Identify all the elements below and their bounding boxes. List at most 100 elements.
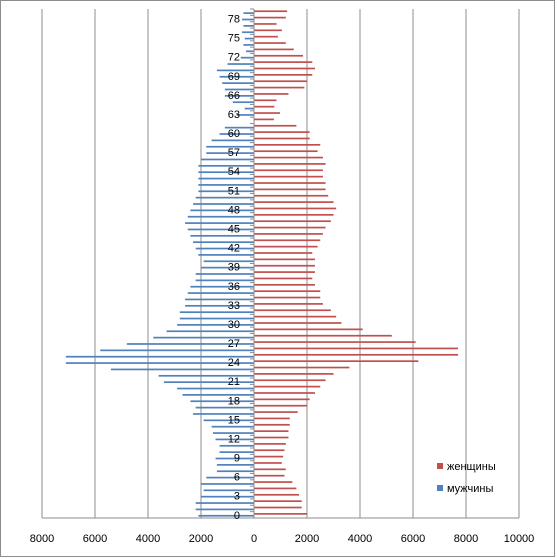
bar-men (242, 31, 254, 34)
bar-men (224, 88, 254, 91)
x-tick-label: 6000 (401, 533, 425, 545)
bar-men (187, 215, 254, 218)
y-tick-label: 39 (228, 262, 240, 274)
y-tick-label: 42 (228, 243, 240, 255)
y-tick-label: 6 (234, 472, 240, 484)
bar-women (254, 169, 323, 172)
bar-men (166, 330, 254, 333)
bar-women (254, 430, 289, 433)
x-tick-label: 0 (251, 533, 257, 545)
legend-swatch-men (437, 485, 443, 491)
bar-women (254, 341, 416, 343)
x-tick-label: 8000 (30, 533, 54, 545)
y-tick-label: 60 (228, 128, 240, 140)
x-tick-label: 2000 (295, 533, 319, 545)
bar-men (246, 50, 254, 53)
y-tick-label: 12 (228, 433, 240, 445)
bar-women (254, 252, 313, 254)
bar-men (177, 387, 254, 390)
bar-men (195, 502, 254, 504)
bar-women (254, 347, 459, 350)
bar-women (254, 309, 331, 312)
bar-women (254, 315, 337, 318)
bar-women (254, 188, 326, 191)
bar-men (203, 419, 254, 422)
x-tick-label: 4000 (348, 533, 372, 545)
bar-women (254, 373, 334, 375)
bar-men (65, 355, 254, 358)
y-tick-label: 3 (234, 491, 240, 503)
bar-women (254, 328, 363, 331)
legend-swatch-women (437, 463, 443, 469)
bar-men (158, 374, 254, 377)
bar-women (254, 398, 310, 401)
legend: женщины мужчины (437, 461, 496, 495)
bar-men (201, 483, 254, 485)
bar-men (177, 324, 254, 326)
x-tick-label: 2000 (189, 533, 213, 545)
bar-women (254, 201, 334, 203)
x-tick-label: 8000 (454, 533, 478, 545)
bar-men (206, 145, 254, 148)
bar-women (254, 334, 392, 337)
bar-men (198, 184, 254, 186)
bar-women (254, 290, 321, 293)
x-tick-label: 4000 (136, 533, 160, 545)
bar-men (198, 177, 254, 180)
bar-women (254, 385, 321, 388)
bar-men (240, 56, 254, 59)
bar-women (254, 404, 307, 407)
bar-men (219, 444, 254, 447)
bar-women (254, 493, 300, 496)
bar-men (65, 362, 254, 364)
bar-women (254, 360, 419, 363)
bar-women (254, 42, 286, 44)
bar-women (254, 239, 321, 242)
bar-women (254, 283, 315, 286)
bar-women (254, 462, 282, 464)
bar-men (236, 114, 254, 116)
bar-men (211, 139, 254, 142)
bar-women (254, 353, 459, 356)
y-tick-label: 57 (228, 147, 240, 159)
bar-men (201, 495, 254, 498)
bar-men (201, 158, 254, 161)
bar-women (254, 258, 315, 261)
bar-women (254, 468, 286, 471)
bar-men (243, 44, 254, 46)
bar-women (254, 163, 326, 165)
y-tick-label: 75 (228, 33, 240, 45)
bar-women (254, 487, 297, 490)
bar-women (254, 124, 297, 127)
bars-layer (65, 10, 459, 517)
bar-men (126, 343, 254, 345)
bar-men (227, 63, 254, 65)
bar-men (243, 25, 254, 27)
bar-women (254, 143, 321, 146)
bar-men (190, 400, 254, 403)
bar-men (182, 394, 254, 396)
legend-label-women: женщины (447, 461, 496, 473)
bar-women (254, 392, 315, 394)
bar-men (187, 292, 254, 294)
bar-women (254, 93, 289, 95)
bar-women (254, 271, 315, 273)
bar-women (254, 137, 310, 140)
bar-men (198, 254, 254, 256)
y-tick-label: 30 (228, 319, 240, 331)
y-tick-label: 0 (234, 510, 240, 522)
bar-men (216, 464, 254, 466)
bar-women (254, 443, 286, 445)
bar-men (193, 413, 254, 415)
bar-men (110, 368, 255, 371)
bar-men (179, 317, 254, 320)
bar-women (254, 80, 307, 83)
bar-men (224, 94, 254, 97)
bar-women (254, 182, 326, 184)
bar-men (190, 285, 254, 288)
bar-women (254, 118, 274, 121)
y-tick-label: 18 (228, 395, 240, 407)
bar-men (243, 12, 254, 14)
bar-women (254, 303, 323, 305)
